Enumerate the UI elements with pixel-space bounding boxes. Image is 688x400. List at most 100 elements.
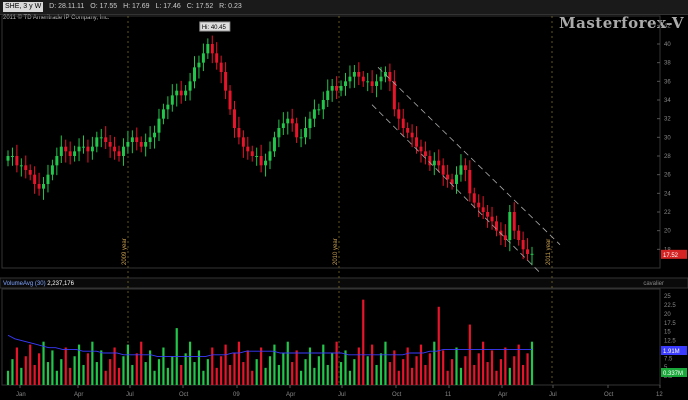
candle-body bbox=[432, 160, 436, 166]
volume-bar bbox=[526, 353, 529, 385]
volume-bar bbox=[188, 341, 192, 385]
volume-bar bbox=[459, 367, 463, 385]
volume-bar bbox=[499, 359, 503, 385]
candle-body bbox=[419, 146, 423, 152]
volume-bar bbox=[211, 347, 214, 385]
candle-body bbox=[450, 179, 454, 184]
candle-body bbox=[139, 142, 143, 147]
candle-body bbox=[268, 151, 272, 161]
candle-body bbox=[15, 156, 19, 166]
volume-bar bbox=[402, 359, 405, 385]
candle-body bbox=[441, 165, 445, 175]
candle-body bbox=[42, 184, 46, 189]
candle-body bbox=[308, 118, 312, 128]
volume-bar bbox=[60, 359, 63, 385]
candle-body bbox=[250, 151, 254, 156]
candle-body bbox=[224, 72, 228, 91]
volume-bar bbox=[397, 370, 400, 385]
volume-bar bbox=[433, 341, 436, 385]
candle-body bbox=[237, 128, 241, 138]
volume-bar bbox=[428, 353, 431, 385]
candle-body bbox=[455, 174, 459, 184]
volume-bar bbox=[411, 367, 414, 385]
candle-body bbox=[423, 151, 427, 156]
candle-body bbox=[232, 109, 236, 128]
candle-body bbox=[179, 90, 183, 96]
candle-body bbox=[428, 156, 432, 166]
volume-bar bbox=[486, 362, 489, 385]
volume-study-label[interactable]: VolumeAvg (30) 2,237,176 bbox=[3, 281, 74, 287]
volume-bar bbox=[464, 356, 467, 385]
current-price-label: 17.52 bbox=[663, 253, 679, 259]
price-axis-label: 30 bbox=[664, 135, 671, 141]
volume-bar bbox=[153, 370, 156, 385]
symbol-label[interactable]: SHE, 3 y W bbox=[3, 2, 44, 12]
candle-body bbox=[472, 193, 476, 203]
candle-body bbox=[77, 146, 81, 152]
volume-bar bbox=[228, 364, 232, 385]
volume-bar bbox=[42, 341, 45, 385]
volume-bar bbox=[357, 347, 360, 385]
volume-bar bbox=[193, 362, 196, 385]
volume-axis-label: 12.5 bbox=[664, 339, 676, 345]
candle-body bbox=[255, 156, 259, 157]
candle-body bbox=[157, 118, 161, 133]
volume-bar bbox=[473, 364, 476, 385]
candle-body bbox=[144, 142, 148, 147]
x-axis-label: Jul bbox=[338, 392, 346, 398]
candle-body bbox=[361, 76, 365, 82]
candle-body bbox=[210, 44, 214, 54]
candle-body bbox=[463, 165, 467, 170]
volume-axis-label: 2.5 bbox=[664, 374, 673, 380]
volume-bar bbox=[215, 367, 218, 385]
candle-body bbox=[126, 142, 130, 147]
candle-body bbox=[481, 207, 485, 212]
volume-bar bbox=[375, 364, 378, 385]
volume-bar bbox=[242, 362, 245, 385]
candle-body bbox=[170, 95, 174, 105]
volume-bar bbox=[197, 350, 201, 385]
candle-body bbox=[486, 212, 490, 217]
candle-body bbox=[59, 146, 63, 156]
chart-header: SHE, 3 y W D: 28.11.11 O: 17.55 H: 17.69… bbox=[0, 0, 688, 15]
candle-body bbox=[193, 67, 197, 82]
volume-axis-label: 25 bbox=[664, 294, 671, 300]
candle-body bbox=[446, 174, 450, 180]
candle-body bbox=[281, 123, 285, 128]
volume-axis-label: 7.5 bbox=[664, 356, 673, 362]
date-label: D: 28.11.11 bbox=[49, 3, 85, 10]
candle-body bbox=[46, 174, 50, 184]
candle-body bbox=[272, 137, 276, 152]
candle-body bbox=[379, 76, 383, 82]
volume-bar bbox=[246, 350, 249, 385]
price-axis-label: 34 bbox=[664, 98, 671, 104]
x-axis-label: 09 bbox=[233, 392, 240, 398]
volume-bar bbox=[322, 344, 325, 385]
volume-average-line bbox=[7, 334, 532, 358]
volume-bar bbox=[184, 353, 187, 385]
candle-body bbox=[188, 81, 192, 91]
candle-body bbox=[104, 137, 108, 142]
volume-bar bbox=[468, 324, 471, 385]
candle-body bbox=[437, 160, 441, 166]
x-axis-label: Apr bbox=[286, 392, 295, 398]
candle-body bbox=[219, 62, 223, 72]
volume-bar bbox=[419, 344, 423, 385]
candle-body bbox=[401, 118, 405, 128]
year-label: 2009 year bbox=[122, 238, 128, 265]
volume-bar bbox=[450, 359, 454, 385]
candle-body bbox=[117, 151, 121, 156]
volume-bar bbox=[122, 356, 125, 385]
volume-bar bbox=[277, 364, 280, 385]
candle-body bbox=[68, 151, 72, 156]
volume-header-bar bbox=[0, 277, 688, 289]
volume-bar bbox=[495, 370, 498, 385]
open-label: O: 17.55 bbox=[90, 3, 118, 10]
volume-bar bbox=[233, 353, 236, 385]
volume-bar bbox=[437, 306, 440, 385]
candle-body bbox=[37, 184, 41, 189]
volume-bar bbox=[73, 356, 76, 385]
volume-bar bbox=[15, 347, 18, 385]
volume-bar bbox=[104, 370, 107, 385]
